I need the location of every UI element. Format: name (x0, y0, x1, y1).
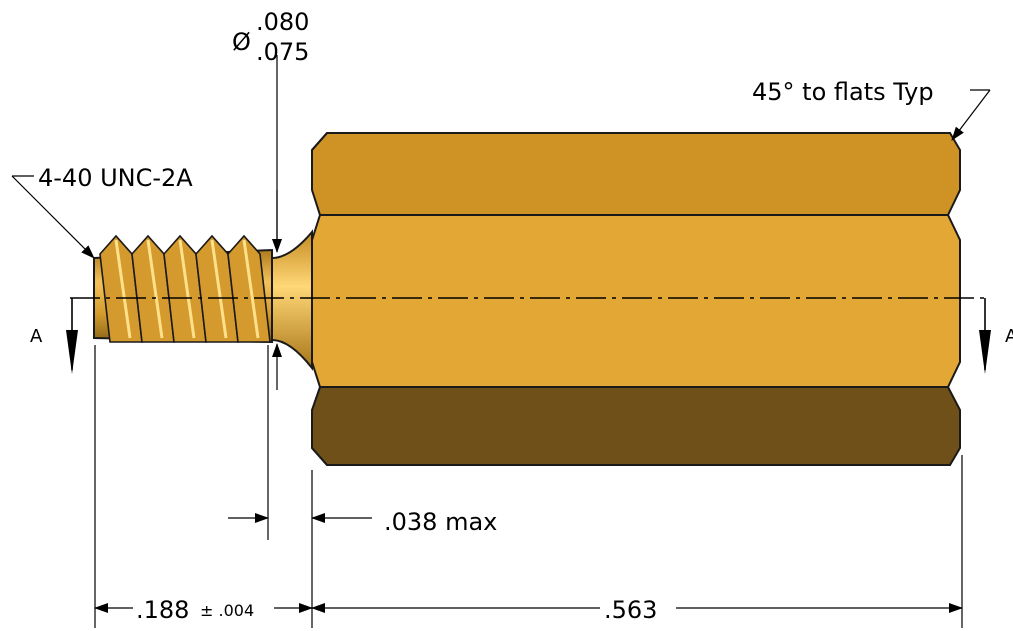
thread-highlight (242, 239, 260, 339)
thread-callout-leader (11, 175, 95, 259)
stud-length-value: .188 (136, 596, 189, 624)
hex-chamfer-left (311, 132, 328, 466)
hex-body-middle-flat (311, 214, 961, 388)
chamfer-callout-leader (951, 89, 991, 141)
body-length-label: .563 (604, 596, 657, 624)
diameter-lower-limit: .075 (256, 38, 309, 66)
stud-length-tolerance: ± .004 (200, 601, 254, 620)
undercut-neck (271, 229, 313, 371)
diameter-upper-limit: .080 (256, 8, 309, 36)
thread-crests (99, 234, 271, 343)
hex-body-top-flat (311, 132, 961, 216)
thread-highlight (210, 239, 228, 339)
section-label-left: A (30, 326, 43, 347)
diameter-symbol: Ø (232, 28, 251, 56)
threaded-stud (93, 234, 273, 344)
section-arrow-left (66, 298, 78, 374)
section-label-right: A (1005, 326, 1013, 347)
undercut-width-label: .038 max (384, 508, 497, 536)
thread-highlight (146, 239, 164, 339)
thread-highlight (178, 239, 196, 339)
chamfer-callout: 45° to flats Typ (752, 78, 934, 106)
section-arrow-right (979, 298, 991, 374)
diameter-callout: Ø .080 .075 (232, 8, 309, 390)
hex-body (311, 132, 961, 466)
thread-callout: 4-40 UNC-2A (38, 164, 193, 192)
thread-highlight (114, 239, 132, 339)
hex-body-bottom-flat (311, 386, 961, 466)
